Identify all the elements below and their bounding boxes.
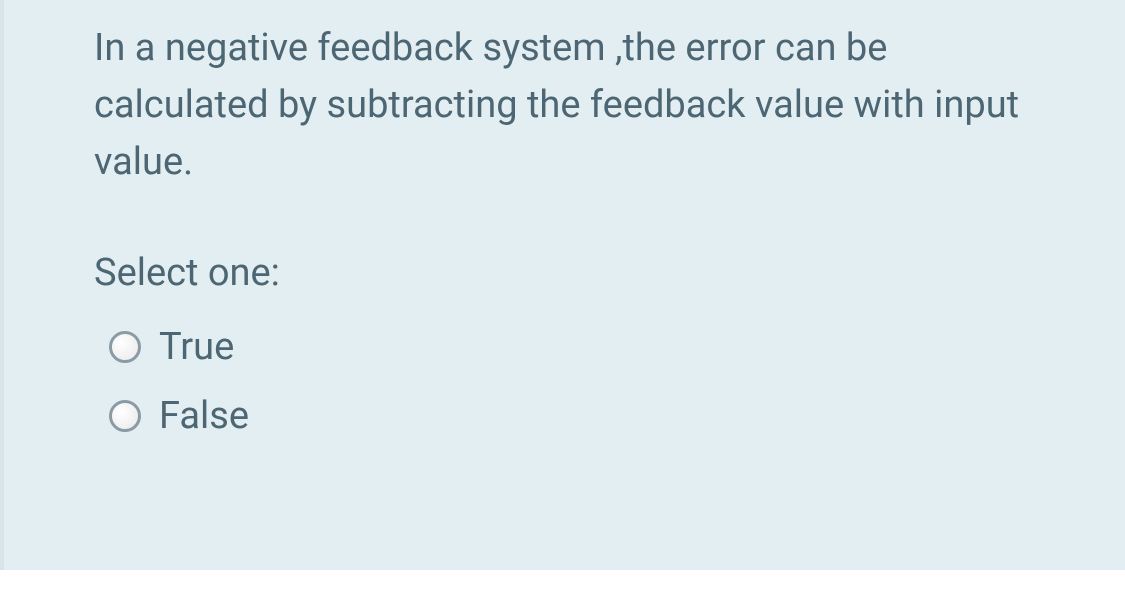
radio-true[interactable] [109, 331, 141, 363]
question-text: In a negative feedback system ,the error… [94, 20, 1035, 191]
select-one-label: Select one: [94, 251, 1035, 295]
question-container: In a negative feedback system ,the error… [0, 0, 1125, 570]
option-row-false: False [94, 394, 1035, 438]
option-label-false[interactable]: False [159, 394, 249, 438]
option-label-true[interactable]: True [159, 325, 234, 369]
option-row-true: True [94, 325, 1035, 369]
radio-false[interactable] [109, 400, 141, 432]
